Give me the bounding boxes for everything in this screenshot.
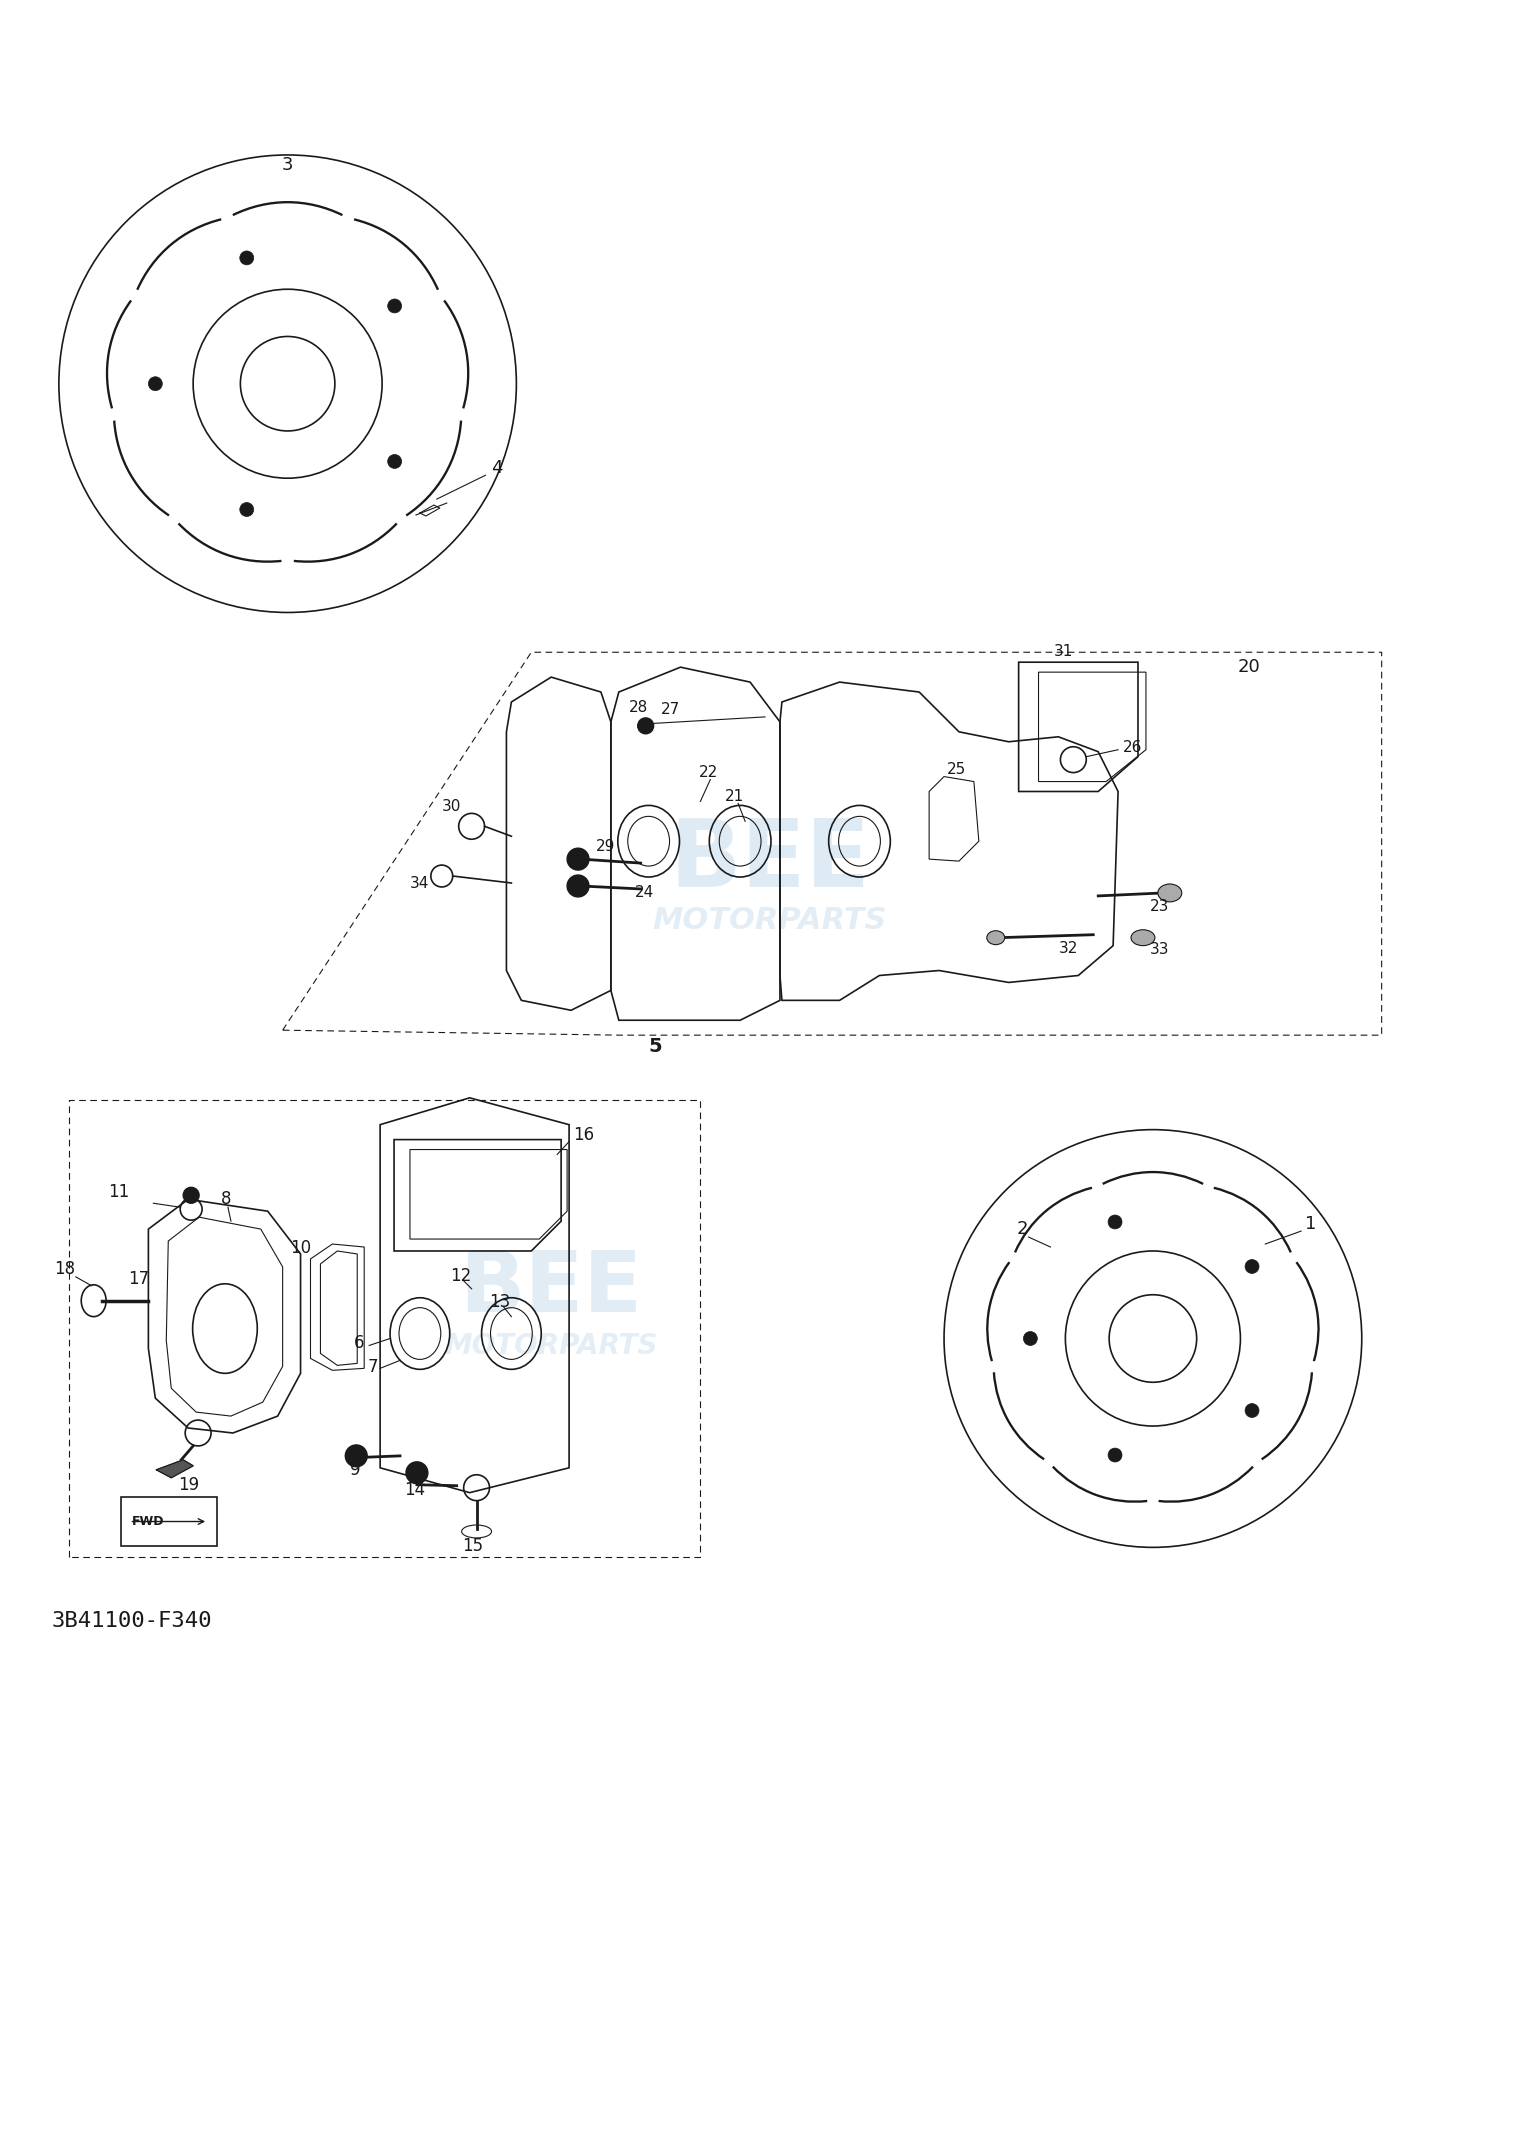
Text: 18: 18	[54, 1259, 75, 1278]
Text: 25: 25	[947, 763, 967, 777]
Text: 19: 19	[178, 1476, 200, 1493]
Text: 17: 17	[129, 1269, 149, 1289]
Text: MOTORPARTS: MOTORPARTS	[444, 1333, 658, 1361]
Circle shape	[1024, 1331, 1037, 1346]
Circle shape	[567, 848, 589, 869]
Ellipse shape	[1157, 884, 1182, 901]
Polygon shape	[157, 1459, 194, 1478]
Circle shape	[1108, 1214, 1122, 1229]
Circle shape	[406, 1461, 427, 1485]
Text: 9: 9	[350, 1461, 361, 1478]
Text: 1: 1	[1305, 1214, 1317, 1233]
Text: 14: 14	[404, 1480, 426, 1500]
Text: BEE: BEE	[670, 816, 870, 907]
Text: 8: 8	[221, 1191, 232, 1208]
Text: 5: 5	[649, 1037, 662, 1056]
Text: 28: 28	[629, 701, 649, 716]
Text: 32: 32	[1059, 941, 1077, 956]
Text: 7: 7	[367, 1359, 378, 1376]
Circle shape	[1108, 1448, 1122, 1461]
Text: 3: 3	[281, 155, 294, 175]
Text: 30: 30	[441, 799, 461, 814]
Text: 3B41100-F340: 3B41100-F340	[52, 1610, 212, 1632]
Circle shape	[387, 298, 401, 313]
Text: 2: 2	[1016, 1220, 1028, 1238]
Text: 23: 23	[1150, 899, 1170, 914]
Text: 12: 12	[450, 1267, 470, 1284]
Text: 24: 24	[635, 884, 653, 899]
Text: 31: 31	[1053, 643, 1073, 658]
Text: 15: 15	[461, 1538, 483, 1555]
Text: 33: 33	[1150, 941, 1170, 956]
Circle shape	[387, 454, 401, 469]
Text: 11: 11	[109, 1184, 129, 1201]
Text: 27: 27	[661, 703, 679, 718]
Circle shape	[1245, 1404, 1259, 1416]
Text: 10: 10	[290, 1240, 312, 1257]
Circle shape	[567, 875, 589, 897]
Circle shape	[638, 718, 653, 735]
Circle shape	[1245, 1259, 1259, 1274]
Circle shape	[149, 377, 163, 390]
Text: 4: 4	[492, 460, 503, 477]
Circle shape	[183, 1186, 200, 1203]
Text: 21: 21	[725, 790, 744, 805]
Circle shape	[346, 1444, 367, 1468]
Text: FWD: FWD	[132, 1514, 164, 1527]
Circle shape	[240, 251, 254, 264]
Text: BEE: BEE	[460, 1248, 642, 1331]
Text: MOTORPARTS: MOTORPARTS	[653, 905, 887, 935]
Ellipse shape	[987, 931, 1005, 946]
Text: 20: 20	[1237, 658, 1260, 675]
Text: 13: 13	[489, 1293, 510, 1310]
Text: 29: 29	[596, 839, 615, 854]
Text: 6: 6	[354, 1336, 364, 1353]
Circle shape	[240, 503, 254, 515]
Text: 22: 22	[698, 765, 718, 780]
Ellipse shape	[1131, 929, 1154, 946]
Text: 16: 16	[573, 1125, 595, 1144]
Text: 26: 26	[1124, 739, 1142, 754]
Text: 34: 34	[410, 875, 429, 890]
